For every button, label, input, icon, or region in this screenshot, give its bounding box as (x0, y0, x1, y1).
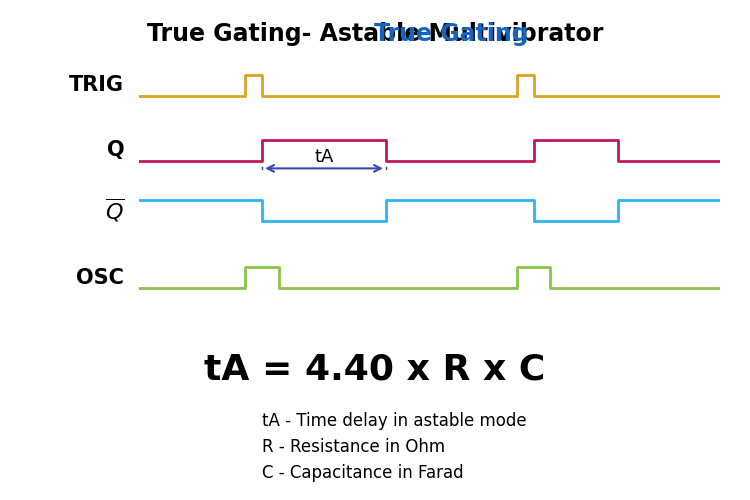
Text: TRIG: TRIG (69, 75, 124, 95)
Text: $\overline{Q}$: $\overline{Q}$ (105, 196, 125, 224)
Text: True Gating- Astable Multivibrator: True Gating- Astable Multivibrator (147, 22, 603, 46)
Text: True Gating: True Gating (374, 22, 529, 46)
Text: tA = 4.40 x R x C: tA = 4.40 x R x C (204, 352, 545, 386)
Text: True Gating- Astable Multivibrator: True Gating- Astable Multivibrator (0, 499, 1, 500)
Text: OSC: OSC (76, 268, 125, 287)
Text: tA - Time delay in astable mode: tA - Time delay in astable mode (262, 412, 527, 430)
Text: True Gating: True Gating (0, 499, 1, 500)
Text: - Astable Multivibrator: - Astable Multivibrator (0, 499, 1, 500)
Text: R - Resistance in Ohm: R - Resistance in Ohm (262, 438, 446, 456)
Text: tA: tA (314, 148, 334, 166)
Text: Q: Q (106, 140, 124, 160)
Text: C - Capacitance in Farad: C - Capacitance in Farad (262, 464, 464, 482)
